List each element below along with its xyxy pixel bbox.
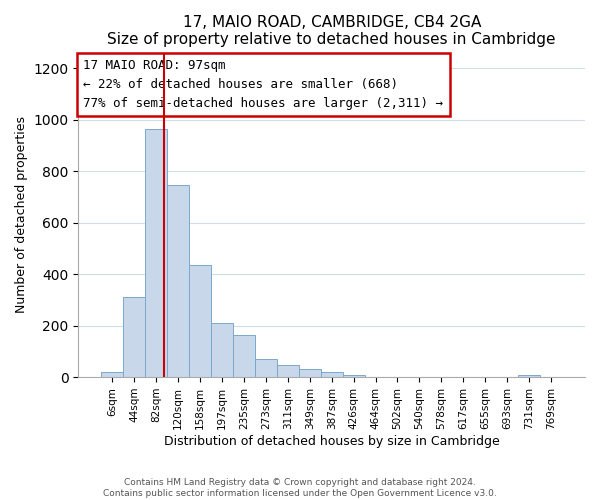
Bar: [233, 335, 255, 377]
Title: 17, MAIO ROAD, CAMBRIDGE, CB4 2GA
Size of property relative to detached houses i: 17, MAIO ROAD, CAMBRIDGE, CB4 2GA Size o…: [107, 15, 556, 48]
Bar: [321, 372, 343, 377]
Bar: [255, 358, 277, 377]
Text: 17 MAIO ROAD: 97sqm
← 22% of detached houses are smaller (668)
77% of semi-detac: 17 MAIO ROAD: 97sqm ← 22% of detached ho…: [83, 59, 443, 110]
Bar: [277, 365, 299, 377]
Text: Contains HM Land Registry data © Crown copyright and database right 2024.
Contai: Contains HM Land Registry data © Crown c…: [103, 478, 497, 498]
Bar: [299, 368, 321, 377]
Bar: [211, 323, 233, 377]
Bar: [343, 375, 365, 377]
Bar: [189, 265, 211, 377]
Bar: [124, 298, 145, 377]
Bar: [145, 128, 167, 377]
Bar: [101, 372, 124, 377]
Bar: [167, 186, 189, 377]
Bar: [518, 375, 540, 377]
Y-axis label: Number of detached properties: Number of detached properties: [15, 116, 28, 314]
X-axis label: Distribution of detached houses by size in Cambridge: Distribution of detached houses by size …: [164, 434, 500, 448]
